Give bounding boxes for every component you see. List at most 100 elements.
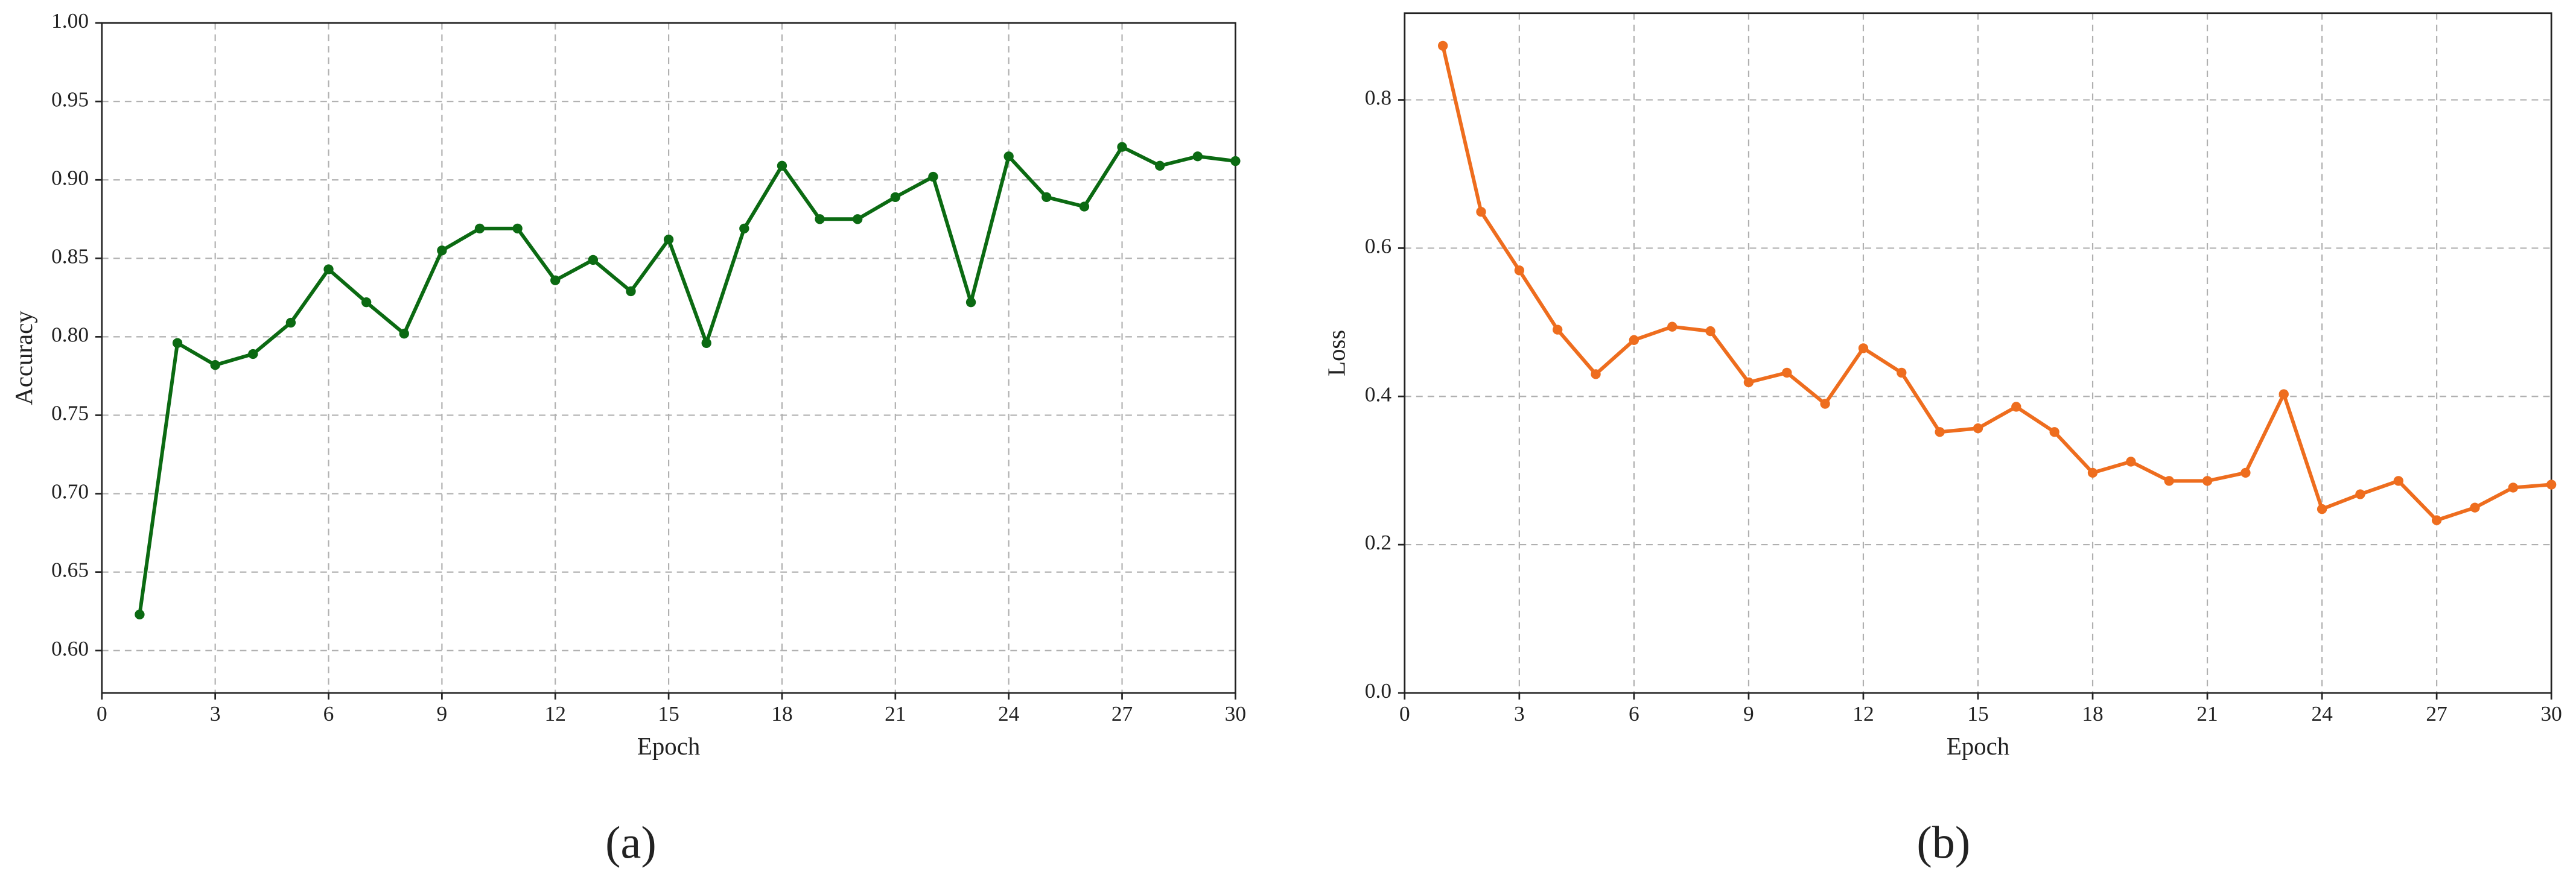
x-tick-label: 18 <box>2082 701 2103 726</box>
data-point <box>1897 367 1907 378</box>
x-tick-label: 21 <box>2196 701 2218 726</box>
x-tick-label: 24 <box>2311 701 2333 726</box>
data-point <box>701 338 711 348</box>
data-point <box>1437 40 1448 51</box>
data-point <box>2470 502 2480 513</box>
data-point <box>1230 156 1241 166</box>
data-point <box>1743 377 1754 388</box>
x-axis-label: Epoch <box>637 733 700 760</box>
x-tick-label: 0 <box>97 701 107 726</box>
data-point <box>361 297 372 308</box>
data-point <box>1782 367 1792 378</box>
data-point <box>248 349 258 359</box>
x-tick-label: 24 <box>998 701 1020 726</box>
y-tick-label: 1.00 <box>51 8 89 33</box>
x-tick-label: 12 <box>545 701 566 726</box>
data-point <box>285 317 296 328</box>
x-tick-label: 15 <box>1967 701 1988 726</box>
data-point <box>928 171 938 182</box>
y-tick-label: 0.6 <box>1365 234 1391 258</box>
data-point <box>1192 151 1203 162</box>
data-point <box>1553 324 1563 335</box>
data-point <box>2049 427 2059 437</box>
y-tick-label: 0.0 <box>1365 679 1391 703</box>
data-point <box>1514 265 1525 276</box>
data-point <box>2317 504 2327 514</box>
data-point <box>1935 427 1945 437</box>
y-tick-label: 0.60 <box>51 636 89 660</box>
data-point <box>1476 207 1486 217</box>
y-axis-label: Loss <box>1323 330 1350 376</box>
data-point <box>474 223 485 234</box>
y-axis-label: Accuracy <box>10 311 37 405</box>
x-tick-label: 30 <box>2540 701 2562 726</box>
data-point <box>1629 335 1639 346</box>
data-point <box>739 223 749 234</box>
data-point <box>210 360 220 370</box>
data-point <box>1820 399 1830 409</box>
data-point <box>2126 457 2136 467</box>
data-point <box>1705 326 1716 337</box>
data-point <box>853 214 863 224</box>
x-tick-label: 3 <box>1514 701 1525 726</box>
x-tick-label: 6 <box>1629 701 1639 726</box>
data-point <box>965 297 976 308</box>
data-point <box>135 609 145 620</box>
data-point <box>323 264 334 274</box>
data-point <box>1042 192 1052 203</box>
data-point <box>512 223 523 234</box>
x-tick-label: 27 <box>2426 701 2447 726</box>
data-point <box>2355 489 2365 499</box>
data-point <box>663 234 674 245</box>
x-tick-label: 6 <box>323 701 334 726</box>
data-point <box>588 255 599 265</box>
x-axis-label: Epoch <box>1947 733 2009 760</box>
data-point <box>1079 201 1090 212</box>
data-point <box>777 160 787 171</box>
data-point <box>1973 423 1983 434</box>
x-tick-label: 3 <box>210 701 221 726</box>
y-tick-label: 0.70 <box>51 479 89 504</box>
data-point <box>2240 467 2251 478</box>
x-tick-label: 27 <box>1111 701 1133 726</box>
x-tick-label: 15 <box>658 701 679 726</box>
y-tick-label: 0.2 <box>1365 530 1391 554</box>
data-point <box>399 329 409 339</box>
panel-label: (b) <box>1916 817 1970 868</box>
y-tick-label: 0.90 <box>51 165 89 189</box>
y-tick-label: 0.95 <box>51 87 89 111</box>
data-point <box>550 275 561 285</box>
x-tick-label: 30 <box>1225 701 1246 726</box>
data-point <box>2202 476 2213 486</box>
data-point <box>2508 482 2518 493</box>
data-point <box>1591 369 1601 379</box>
data-point <box>2393 476 2403 486</box>
y-tick-label: 0.65 <box>51 558 89 582</box>
data-point <box>2164 476 2174 486</box>
data-point <box>2431 515 2442 525</box>
data-point <box>1858 343 1869 353</box>
x-tick-label: 18 <box>771 701 792 726</box>
x-tick-label: 9 <box>1743 701 1754 726</box>
data-point <box>1154 160 1165 171</box>
y-tick-label: 0.8 <box>1365 86 1391 110</box>
data-point <box>2087 467 2098 478</box>
plot-frame <box>1404 12 2552 694</box>
data-point <box>1117 142 1127 152</box>
data-line <box>138 145 1236 615</box>
y-tick-label: 0.75 <box>51 401 89 425</box>
data-point <box>172 338 183 348</box>
y-tick-label: 0.80 <box>51 323 89 347</box>
plot-frame <box>101 22 1236 694</box>
data-point <box>2279 389 2289 399</box>
data-point <box>2011 402 2021 412</box>
data-point <box>2546 479 2557 490</box>
panel-label: (a) <box>605 817 657 868</box>
y-tick-label: 0.4 <box>1365 382 1392 406</box>
data-point <box>437 245 447 256</box>
data-point <box>1003 151 1014 162</box>
x-tick-label: 9 <box>437 701 448 726</box>
data-point <box>890 192 900 203</box>
data-point <box>815 214 825 224</box>
